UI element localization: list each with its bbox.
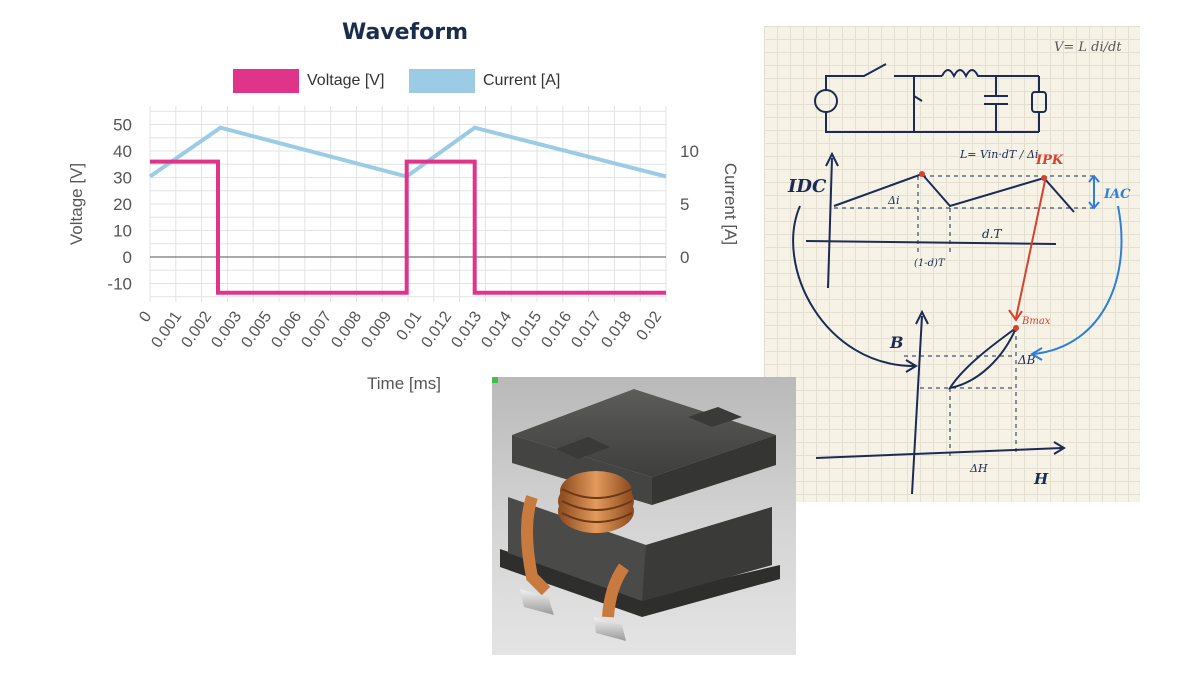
- x-tick-label: 0.02: [633, 308, 665, 343]
- formula-l: L= Vin·dT / Δi: [959, 148, 1038, 161]
- legend-label-voltage: Voltage [V]: [307, 72, 385, 89]
- x-tick-labels: 00.0010.0020.0030.0050.0060.0070.0080.00…: [136, 308, 665, 351]
- y-right-tick-label: 10: [680, 142, 699, 161]
- y-left-tick-label: 20: [113, 195, 132, 214]
- inductor-illustration: [500, 389, 780, 641]
- y-left-tick-label: 0: [123, 248, 132, 267]
- x-tick-label: 0.012: [418, 308, 455, 351]
- label-ipk: IPK: [1035, 153, 1064, 168]
- handwritten-notes: V= L di/dt IDC Δi L= Vin·d: [764, 26, 1140, 502]
- notes-sketch: V= L di/dt IDC Δi L= Vin·d: [787, 40, 1131, 495]
- legend-swatch-voltage: [233, 69, 299, 93]
- chart-title: Waveform: [341, 20, 469, 45]
- x-tick-label: 0.006: [268, 308, 305, 351]
- x-tick-label: 0.017: [568, 308, 605, 351]
- iac-curved-arrow: [1033, 205, 1123, 355]
- formula-top: V= L di/dt: [1054, 40, 1122, 55]
- waveform-chart: Waveform Voltage [V] Current [A] 50 40 30 2…: [0, 0, 760, 420]
- y-left-tick-labels: 50 40 30 20 10 0 -10: [107, 116, 132, 294]
- ipk-to-bmax-arrow: [1008, 175, 1047, 322]
- y-left-tick-label: 50: [113, 116, 132, 135]
- bh-curve-sketch: [815, 309, 1066, 495]
- y-left-axis-label: Voltage [V]: [67, 163, 86, 245]
- x-tick-label: 0.013: [448, 308, 485, 351]
- x-tick-label: 0.009: [358, 308, 395, 351]
- x-tick-label: 0.015: [508, 308, 545, 351]
- circuit-schematic: [814, 63, 1047, 133]
- x-tick-label: 0.014: [478, 308, 515, 351]
- label-idc: IDC: [787, 176, 827, 197]
- label-delta-b: ΔB: [1017, 353, 1036, 367]
- x-tick-label: 0.008: [328, 308, 365, 351]
- label-delta-i: Δi: [887, 194, 899, 207]
- x-tick-label: 0.003: [208, 308, 245, 351]
- chart-series: [148, 125, 667, 295]
- bmax-marker: [1013, 325, 1019, 331]
- y-right-axis-label: Current [A]: [721, 163, 740, 245]
- legend-item-voltage[interactable]: Voltage [V]: [233, 68, 384, 94]
- legend-item-current[interactable]: Current [A]: [409, 68, 560, 94]
- x-tick-label: 0.001: [148, 308, 185, 351]
- label-b: B: [889, 333, 904, 352]
- photo-corner-marker: [492, 377, 498, 383]
- y-right-tick-label: 5: [680, 195, 689, 214]
- label-1-minus-d: (1-d)T: [914, 258, 946, 269]
- y-right-tick-label: 0: [680, 248, 689, 267]
- inductor-current-sketch: [805, 151, 1094, 289]
- label-delta-h: ΔH: [969, 462, 988, 475]
- x-tick-label: 0.005: [238, 308, 275, 351]
- y-left-tick-label: 40: [113, 142, 132, 161]
- x-axis-label: Time [ms]: [367, 374, 441, 393]
- inductor-photo: [492, 377, 796, 655]
- y-left-tick-label: 10: [113, 221, 132, 240]
- label-dt: d.T: [982, 227, 1002, 241]
- x-tick-label: 0: [136, 308, 155, 325]
- y-right-tick-labels: 10 5 0: [680, 142, 699, 267]
- peak-marker-1: [919, 171, 925, 177]
- x-tick-label: 0.016: [538, 308, 575, 351]
- legend-label-current: Current [A]: [483, 72, 561, 89]
- label-iac: IAC: [1103, 187, 1131, 202]
- x-tick-label: 0.002: [178, 308, 215, 351]
- series-line-voltage: [150, 159, 666, 295]
- y-left-tick-label: -10: [107, 274, 132, 293]
- label-bmax: Bmax: [1021, 316, 1051, 327]
- idc-curved-arrow: [792, 205, 915, 367]
- iac-marker: [1088, 174, 1100, 210]
- x-tick-label: 0.007: [298, 308, 335, 351]
- label-h: H: [1033, 470, 1049, 488]
- x-tick-label: 0.018: [598, 308, 635, 351]
- y-left-tick-label: 30: [113, 169, 132, 188]
- legend-swatch-current: [409, 69, 475, 93]
